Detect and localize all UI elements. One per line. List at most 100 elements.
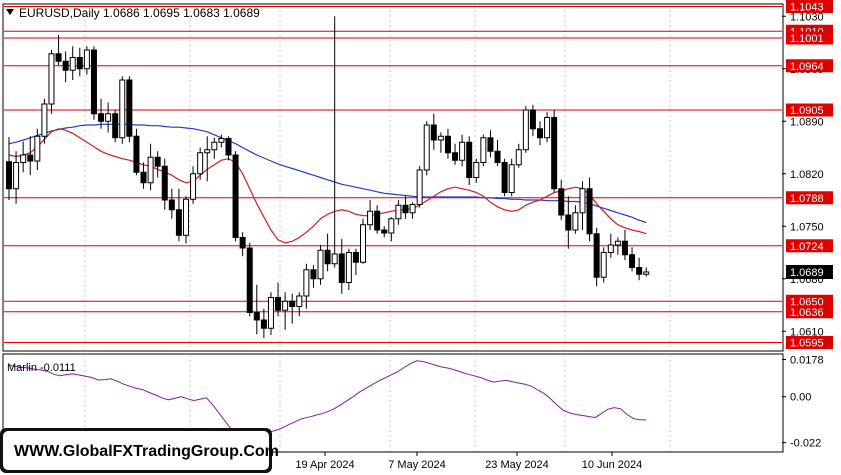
candle-body-up — [522, 109, 529, 151]
y-tick-label: 1.0820 — [790, 169, 824, 181]
candle-body-down — [629, 254, 636, 268]
level-label: 1.1043 — [790, 2, 824, 14]
candle-body-down — [260, 319, 267, 329]
candle — [83, 46, 90, 75]
candle — [466, 136, 473, 185]
ind-tick-label: 0.0178 — [790, 355, 824, 367]
candle — [537, 121, 543, 146]
level-lines — [4, 6, 782, 343]
candle — [565, 196, 572, 249]
level-label-box — [786, 305, 833, 319]
candle — [147, 143, 154, 191]
candle — [345, 248, 352, 290]
candle-body-up — [345, 252, 352, 283]
candle — [331, 16, 338, 268]
candle-body-down — [175, 209, 182, 236]
candle — [41, 98, 48, 144]
candle — [232, 151, 239, 242]
candle-body-up — [296, 295, 303, 307]
candle — [27, 136, 34, 176]
candle-body-down — [6, 161, 12, 190]
candle — [600, 247, 607, 283]
candle — [586, 177, 593, 242]
candle — [90, 46, 97, 120]
level-label-box — [786, 0, 833, 13]
candle — [296, 292, 303, 317]
candle-body-down — [55, 53, 62, 62]
candle-body-down — [27, 154, 34, 162]
candle-body-down — [621, 240, 628, 256]
candle — [211, 137, 218, 159]
candle-body-down — [338, 253, 345, 283]
candle-body-up — [416, 169, 423, 205]
candle — [430, 113, 437, 150]
candle — [409, 202, 416, 219]
candle — [133, 128, 140, 176]
candle-body-up — [190, 173, 197, 200]
candle — [395, 200, 402, 225]
candle — [544, 112, 551, 143]
watermark-text: WWW.GlobalFXTradingGroup.Com — [14, 443, 279, 460]
candle-body-up — [41, 103, 48, 137]
candle — [416, 166, 423, 208]
candle — [218, 134, 225, 148]
candle-body-down — [324, 249, 331, 265]
candle-body-up — [197, 152, 204, 175]
candle — [76, 47, 83, 77]
level-label-box — [786, 59, 833, 73]
y-tick-label: 1.1030 — [790, 11, 824, 23]
candle-body-up — [360, 224, 366, 263]
candle-body-up — [388, 218, 395, 234]
level-label: 1.0964 — [790, 61, 824, 73]
candle-body-down — [239, 237, 246, 249]
candle-body-down — [161, 165, 168, 201]
candle — [636, 257, 643, 281]
candle-body-up — [331, 253, 338, 265]
candle-body-down — [430, 124, 437, 141]
indicator-panel-frame — [2, 353, 784, 453]
candle-body-down — [501, 162, 508, 193]
candle — [168, 188, 175, 219]
candle-body-down — [140, 171, 147, 184]
candle — [437, 132, 444, 153]
candle-body-down — [154, 156, 161, 167]
collapse-triangle-icon[interactable] — [6, 9, 14, 15]
ma-fast-line — [8, 128, 647, 244]
candle — [374, 205, 381, 234]
candle — [190, 166, 197, 204]
candle — [197, 147, 204, 180]
level-label: 1.1001 — [790, 33, 824, 45]
candle-body-up — [83, 49, 90, 70]
candle-body-up — [395, 204, 402, 220]
candle-body-down — [466, 141, 473, 178]
indicator-label: Marlin -0.0111 — [7, 362, 76, 374]
y-tick-label: 1.0750 — [790, 221, 824, 233]
candle — [303, 263, 310, 309]
candle — [69, 46, 76, 80]
x-tick-label: 19 Apr 2024 — [295, 459, 354, 471]
candle-body-up — [204, 149, 211, 154]
candle — [154, 151, 161, 178]
candle — [34, 128, 41, 170]
candle — [275, 282, 282, 317]
candle — [360, 218, 366, 264]
candle-body-down — [558, 188, 565, 216]
candle-body-up — [480, 137, 487, 163]
candle — [253, 284, 260, 335]
candle-body-up — [473, 162, 480, 178]
ind-tick-label: -0.022 — [790, 438, 821, 450]
candle — [289, 293, 296, 324]
candle — [13, 151, 20, 204]
candle — [621, 230, 628, 260]
candle — [225, 136, 232, 161]
candle — [367, 200, 374, 230]
candle-body-down — [565, 214, 572, 231]
candle — [629, 247, 636, 272]
candle — [161, 158, 168, 210]
candle-body-down — [232, 154, 239, 238]
candle — [494, 140, 501, 167]
candle — [551, 110, 558, 193]
level-label-box — [786, 294, 833, 308]
candle-body-down — [310, 269, 317, 280]
